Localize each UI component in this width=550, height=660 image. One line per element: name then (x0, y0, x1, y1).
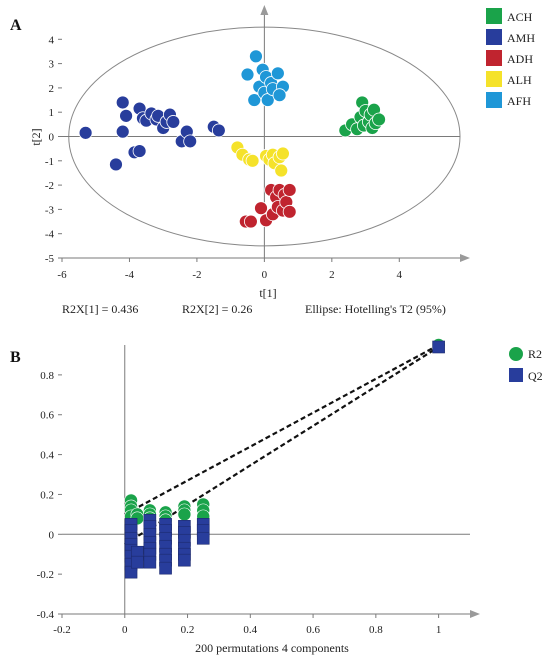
y-tick-label-b: -0.4 (37, 609, 55, 621)
point-afh (249, 49, 263, 64)
point-adh (282, 204, 297, 219)
y-tick-label: -3 (45, 204, 55, 216)
x-tick-label: 4 (397, 269, 403, 281)
point-adh (282, 183, 297, 197)
panel-a-label: A (10, 17, 22, 34)
y-tick-label: 3 (49, 59, 55, 71)
y-tick-label-b: 0.6 (40, 410, 54, 422)
x-tick-label: -6 (57, 269, 67, 281)
y-tick-label: -5 (45, 253, 55, 265)
legend-label-amh: AMH (507, 31, 535, 45)
y-tick-label: -4 (45, 229, 55, 241)
y-tick-label-b: 0 (49, 529, 55, 541)
point-afh (240, 67, 255, 82)
y-axis-arrow (260, 5, 269, 15)
legend-swatch-adh (486, 50, 502, 66)
x-axis-arrow-b (470, 610, 480, 618)
y-tick-label: 1 (49, 107, 55, 119)
legend-swatch-alh (486, 71, 502, 87)
point-q2 (159, 561, 172, 575)
permutation-plot: -0.2 0 0.2 0.4 0.6 0.8 1-0.4-0.200.20.40.60.8 … (37, 338, 480, 655)
point-amh (119, 108, 133, 123)
legend-label-ach: ACH (507, 10, 533, 24)
point-alh (276, 146, 290, 161)
legend-label-alh: ALH (507, 73, 532, 87)
pca-score-plot: -6 -4 -2 0 2 4 -5 -4 -3 -2 -1 0 1 2 3 4 t[1] t[2] (29, 5, 470, 300)
point-ach (372, 112, 386, 127)
point-alh (274, 163, 289, 178)
legend-swatch-q2 (509, 368, 523, 382)
r2x-1-text: R2X[1] = 0.436 (62, 302, 138, 316)
point-amh (166, 115, 181, 129)
legend-b: R2 Q2 (509, 347, 543, 383)
point-amh (115, 95, 130, 110)
point-q2 (432, 340, 445, 354)
point-afh (247, 93, 262, 107)
point-q2 (178, 553, 191, 567)
model-footer: R2X[1] = 0.436 R2X[2] = 0.26 Ellipse: Ho… (62, 302, 446, 316)
x-axis-label: t[1] (259, 286, 276, 300)
point-alh (245, 153, 260, 168)
r2x-2-text: R2X[2] = 0.26 (182, 302, 252, 316)
y-tick-label-b: 0.4 (40, 450, 54, 462)
point-amh (211, 123, 226, 138)
point-amh (132, 144, 147, 158)
legend-swatch-amh (486, 29, 502, 45)
x-tick-label: -4 (125, 269, 135, 281)
legend-label-q2: Q2 (528, 369, 543, 383)
x-tick-label-b: 0.8 (369, 624, 383, 636)
y-tick-label-b: 0.8 (40, 370, 54, 382)
x-tick-label: 2 (329, 269, 335, 281)
legend-label-r2: R2 (528, 347, 542, 361)
point-q2 (131, 555, 144, 569)
point-amh (115, 124, 130, 139)
legend-a: ACH AMH ADH ALH AFH (486, 8, 535, 108)
point-adh (243, 214, 258, 229)
y-tick-label: -2 (45, 180, 54, 192)
regression-line-r2 (124, 344, 440, 516)
x-tick-label-b: 0.2 (181, 624, 195, 636)
x-tick-label-b: 0.4 (243, 624, 257, 636)
y-tick-label: -1 (45, 156, 54, 168)
y-tick-label-b: 0.2 (40, 489, 54, 501)
x-tick-label-b: 1 (436, 624, 442, 636)
y-tick-label-b: -0.2 (37, 569, 54, 581)
point-afh (272, 88, 287, 103)
legend-label-adh: ADH (507, 52, 533, 66)
legend-swatch-r2 (509, 347, 523, 361)
x-tick-label: -2 (192, 269, 201, 281)
ellipse-note-text: Ellipse: Hotelling's T2 (95%) (305, 302, 446, 316)
point-amh (183, 134, 198, 149)
point-q2 (196, 531, 210, 545)
x-tick-label-b: 0.6 (306, 624, 320, 636)
point-afh (270, 66, 285, 81)
y-tick-label: 4 (49, 34, 55, 46)
x-tick-label-b: -0.2 (53, 624, 70, 636)
legend-swatch-afh (486, 92, 502, 108)
y-tick-label: 0 (49, 132, 55, 144)
point-amh (109, 157, 123, 172)
point-adh (254, 201, 268, 216)
panel-b-label: B (10, 349, 21, 366)
x-axis-label-b: 200 permutations 4 components (195, 641, 349, 655)
y-tick-label: 2 (49, 83, 55, 95)
point-q2 (143, 555, 157, 569)
legend-swatch-ach (486, 8, 502, 24)
x-axis-arrow (460, 254, 470, 262)
point-r2 (177, 507, 192, 522)
y-axis-label: t[2] (29, 128, 43, 145)
x-tick-label-b: 0 (122, 624, 128, 636)
legend-label-afh: AFH (507, 94, 531, 108)
point-amh (78, 125, 93, 140)
x-tick-label: 0 (262, 269, 268, 281)
regression-line-q2 (124, 346, 440, 546)
